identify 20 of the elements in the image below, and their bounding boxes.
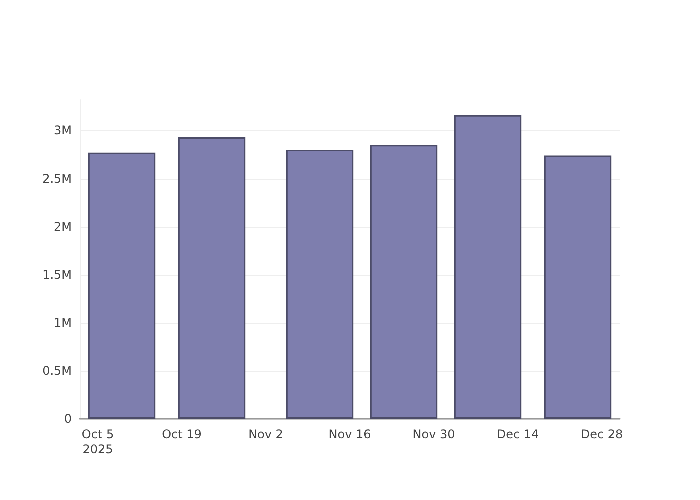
y-tick-label: 0.5M — [42, 364, 72, 378]
x-tick-label: Nov 2 — [248, 428, 284, 442]
x-tick-label: Nov 16 — [328, 428, 372, 442]
x-tick-label: Oct 19 — [162, 428, 202, 442]
y-tick-label: 2.5M — [42, 172, 72, 186]
bar — [544, 156, 612, 419]
y-tick-label: 3M — [54, 124, 72, 138]
bar — [88, 152, 156, 419]
y-tick-label: 2M — [54, 220, 72, 234]
bar — [178, 137, 246, 419]
x-tick-label: Nov 30 — [412, 428, 456, 442]
x-tick-label: Dec 14 — [496, 428, 540, 442]
bar — [370, 145, 438, 419]
y-tick-label: 1.5M — [42, 268, 72, 282]
y-tick-label: 1M — [54, 316, 72, 330]
y-tick-label: 0 — [64, 412, 72, 426]
x-tick-label: Dec 28 — [580, 428, 624, 442]
bar — [286, 150, 354, 419]
x-tick-label: Oct 5 2025 — [82, 428, 114, 456]
bar — [454, 115, 522, 419]
